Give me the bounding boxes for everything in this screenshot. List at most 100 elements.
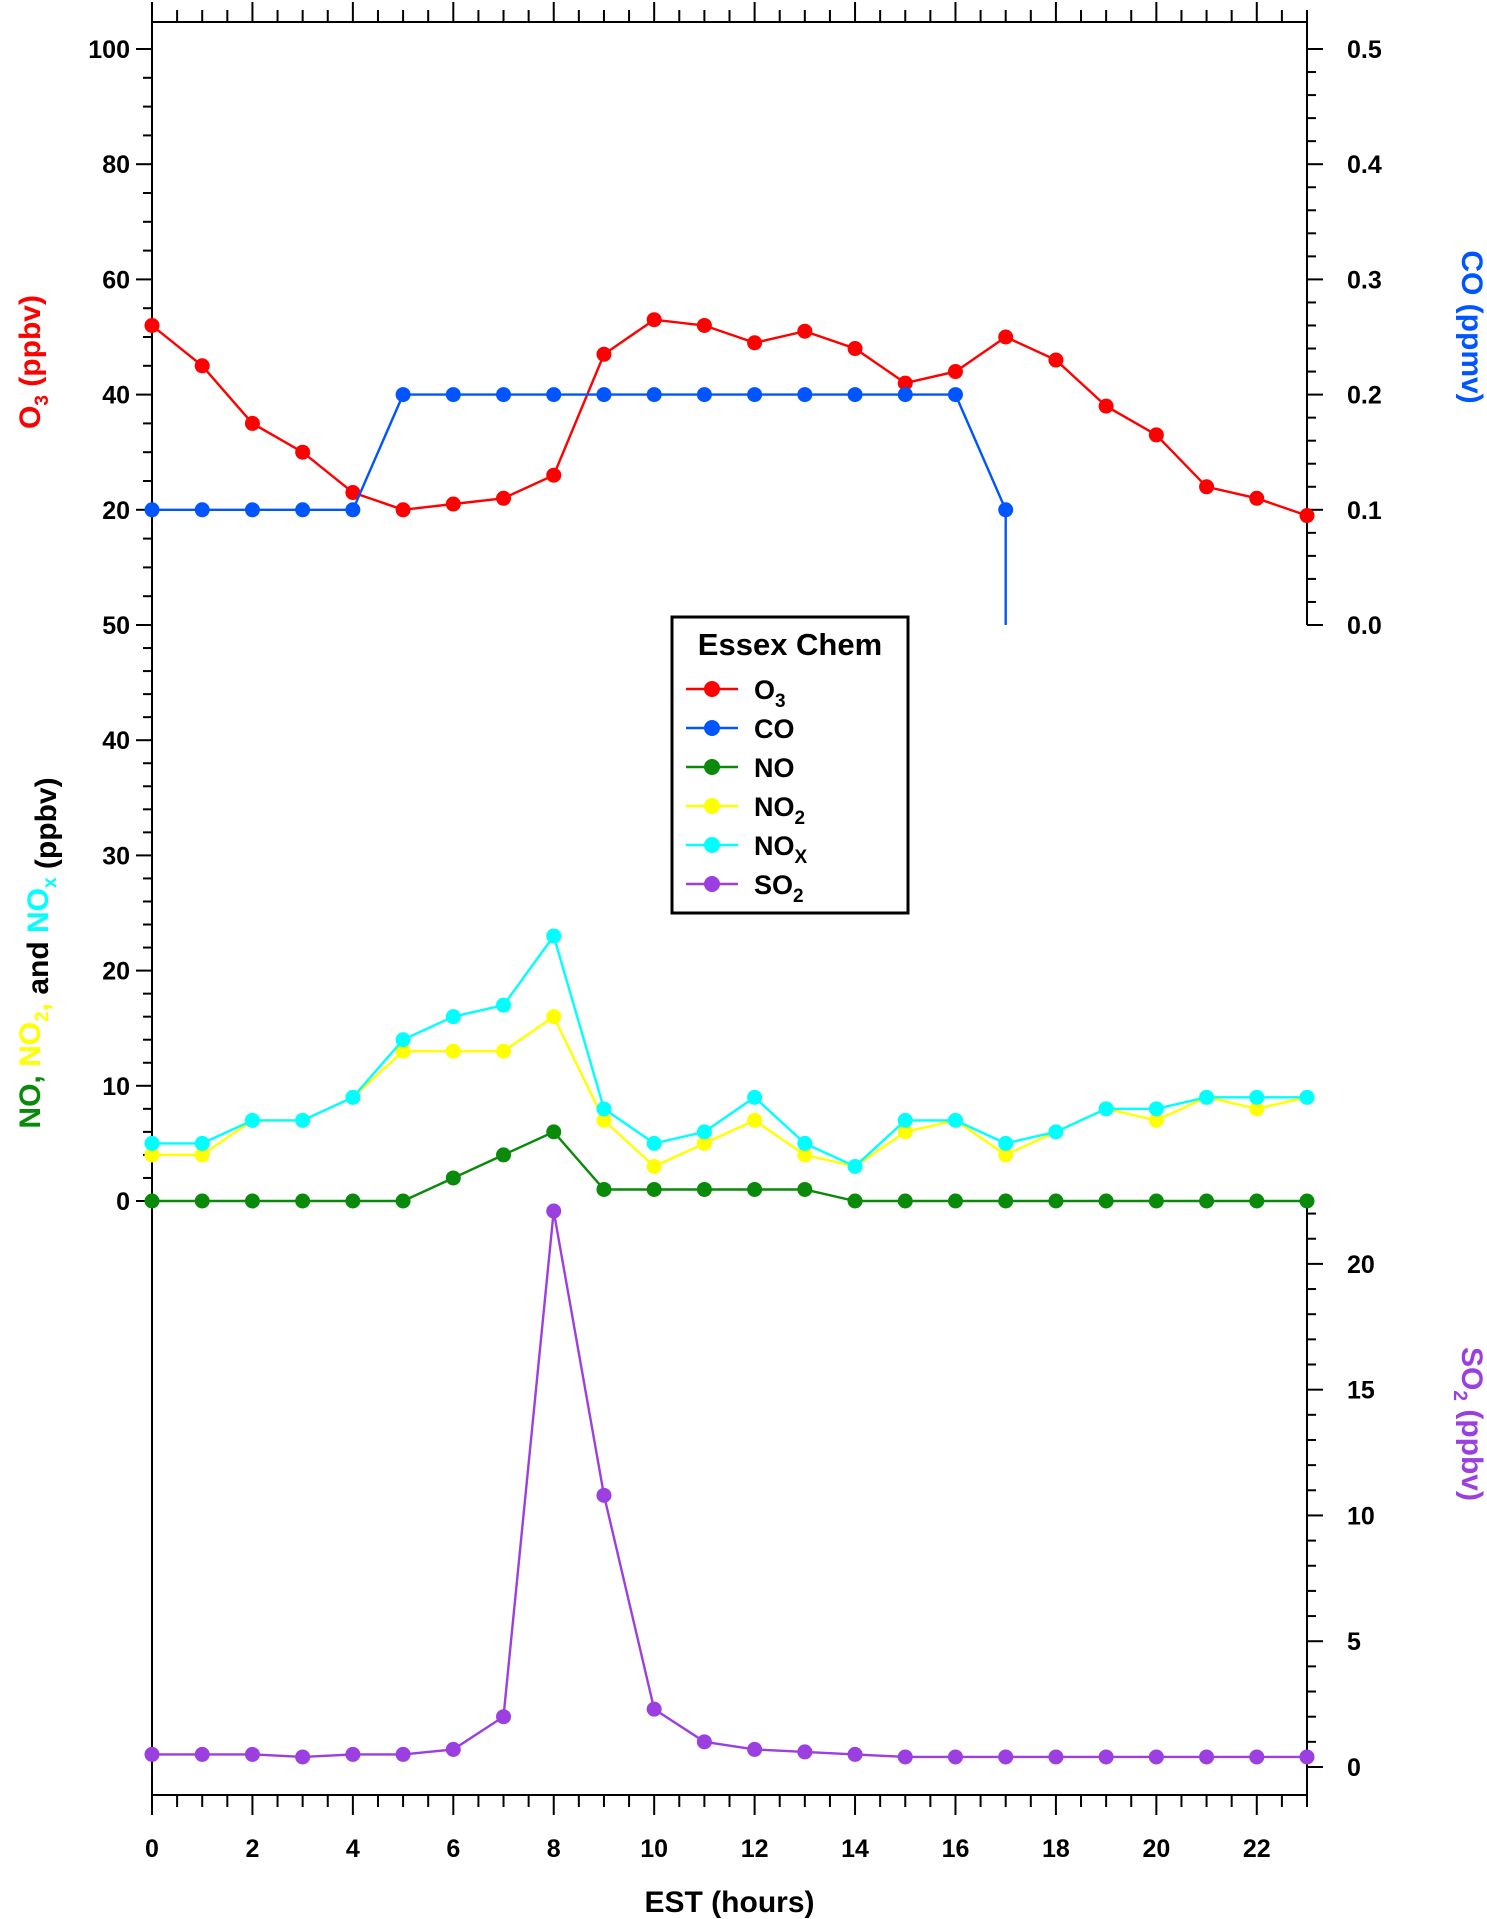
o3-tick-label: 100 — [88, 36, 130, 64]
so2-tick-label: 20 — [1347, 1251, 1375, 1279]
legend-item-no2: NO2 — [686, 792, 805, 829]
o3-series-point — [1199, 479, 1215, 495]
no-series-point — [847, 1193, 863, 1209]
legend-marker — [704, 759, 720, 775]
x-tick-label: 2 — [245, 1835, 259, 1863]
nox-tick-label: 10 — [102, 1073, 130, 1101]
no2-series-point — [1249, 1101, 1265, 1117]
legend-item-no: NO — [686, 753, 795, 783]
no2-series-point — [596, 1112, 612, 1128]
so2-series-point — [1098, 1749, 1114, 1765]
no-series-point — [244, 1193, 260, 1209]
x-tick-label: 8 — [547, 1835, 561, 1863]
nox-series-point — [144, 1135, 160, 1151]
co-tick-label: 0.0 — [1347, 612, 1382, 640]
co-series — [144, 387, 1014, 625]
o3-series-point — [1148, 427, 1164, 443]
o3-series-point — [947, 364, 963, 380]
legend-item-o3: O3 — [686, 675, 786, 712]
co-series-point — [797, 387, 813, 403]
co-series-point — [144, 502, 160, 518]
so2-series-point — [1199, 1749, 1215, 1765]
o3-series-point — [345, 485, 361, 501]
nox-series-point — [295, 1112, 311, 1128]
no2-series-line — [152, 1014, 1308, 1168]
co-series-point — [947, 387, 963, 403]
no-series-point — [295, 1193, 311, 1209]
so2-series-point — [646, 1701, 662, 1717]
nox-series-point — [1148, 1101, 1164, 1117]
no-series-point — [797, 1181, 813, 1197]
legend-label: SO2 — [754, 870, 804, 907]
so2-series-point — [1249, 1749, 1265, 1765]
legend-title: Essex Chem — [698, 627, 882, 662]
so2-series-point — [1148, 1749, 1164, 1765]
nox-series-point — [596, 1101, 612, 1117]
o3-series-point — [395, 502, 411, 518]
co-series-line — [152, 393, 1007, 625]
x-tick-label: 6 — [446, 1835, 460, 1863]
so2-series-point — [546, 1203, 562, 1219]
o3-tick-label: 40 — [102, 382, 130, 410]
no-series-point — [546, 1124, 562, 1140]
so2-tick-label: 0 — [1347, 1754, 1361, 1782]
nox-series-point — [1048, 1124, 1064, 1140]
co-series-point — [295, 502, 311, 518]
nox-series-point — [1199, 1089, 1215, 1105]
no-series-point — [1249, 1193, 1265, 1209]
so2-series-line — [152, 1210, 1307, 1759]
o3-series-point — [1249, 490, 1265, 506]
nox-tick-label: 20 — [102, 958, 130, 986]
so2-series-point — [1048, 1749, 1064, 1765]
no2-series-point — [646, 1158, 662, 1174]
x-axis-title: EST (hours) — [645, 1886, 815, 1919]
co-series-point — [847, 387, 863, 403]
o3-series-point — [747, 335, 763, 351]
no2-series-point — [797, 1147, 813, 1163]
so2-axis-title: SO2 (ppbv) — [1449, 1347, 1487, 1501]
x-tick-label: 20 — [1142, 1835, 1170, 1863]
no-series-point — [1299, 1193, 1315, 1209]
co-series-point — [998, 502, 1014, 518]
no-series-point — [596, 1181, 612, 1197]
no2-series-point — [144, 1147, 160, 1163]
x-tick-label: 22 — [1243, 1835, 1271, 1863]
no2-series-point — [496, 1043, 512, 1059]
x-tick-label: 18 — [1042, 1835, 1070, 1863]
nox-series-point — [244, 1112, 260, 1128]
no-series-point — [646, 1181, 662, 1197]
so2-series-point — [847, 1746, 863, 1762]
no2-series — [144, 1009, 1315, 1174]
x-tick-label: 12 — [741, 1835, 769, 1863]
o3-series-point — [998, 329, 1014, 345]
o3-series-point — [1098, 398, 1114, 414]
nox-series-point — [947, 1112, 963, 1128]
so2-series-point — [747, 1741, 763, 1757]
o3-series-point — [244, 415, 260, 431]
o3-series-point — [194, 358, 210, 374]
nox-series-point — [998, 1135, 1014, 1151]
so2-series-point — [395, 1746, 411, 1762]
so2-series-point — [696, 1734, 712, 1750]
nox-series-point — [546, 928, 562, 944]
no2-series-point — [194, 1147, 210, 1163]
nox-tick-label: 40 — [102, 727, 130, 755]
nox-series-point — [847, 1158, 863, 1174]
co-series-point — [747, 387, 763, 403]
nox-axis-title: NO, NO2, and NOx (ppbv) — [14, 777, 63, 1128]
no-series-point — [496, 1147, 512, 1163]
no-series-point — [947, 1193, 963, 1209]
so2-series-point — [144, 1746, 160, 1762]
no-series-line — [152, 1130, 1307, 1203]
no2-series-point — [747, 1112, 763, 1128]
nox-series-point — [1299, 1089, 1315, 1105]
x-tick-label: 4 — [346, 1835, 360, 1863]
nox-series-point — [1249, 1089, 1265, 1105]
o3-series — [144, 312, 1315, 524]
nox-series-point — [797, 1135, 813, 1151]
nox-series — [144, 928, 1315, 1174]
so2-series-point — [1299, 1749, 1315, 1765]
so2-tick-label: 10 — [1347, 1502, 1375, 1530]
